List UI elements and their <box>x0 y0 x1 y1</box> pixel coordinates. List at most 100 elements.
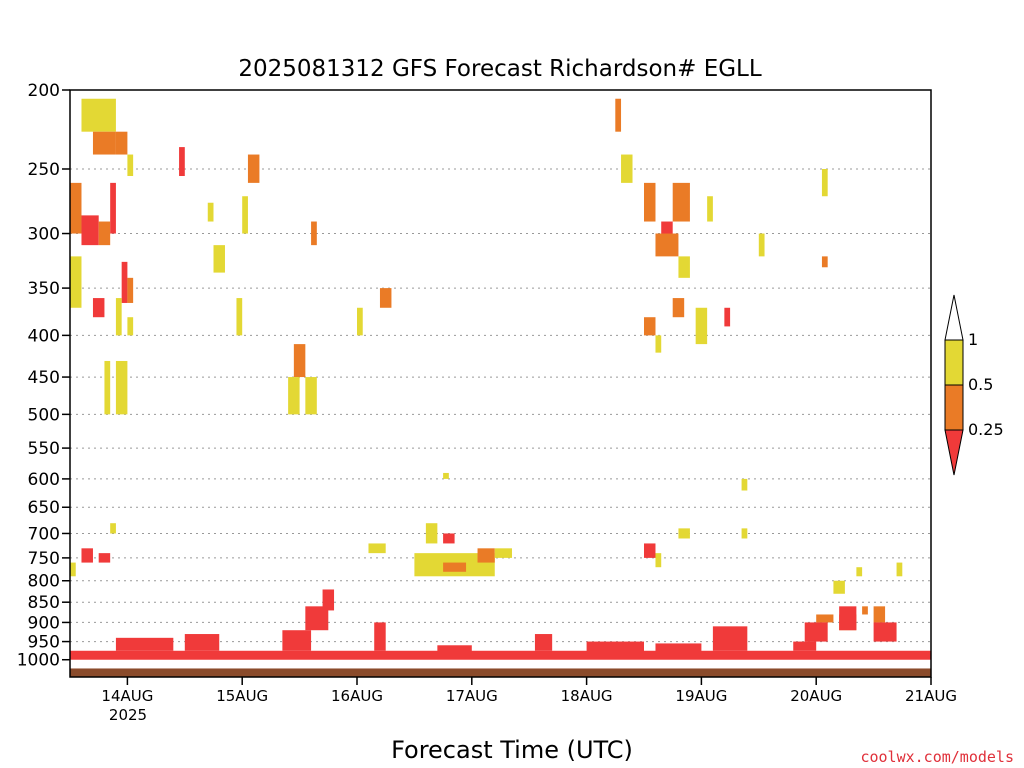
y-tick-label-450: 450 <box>28 368 60 388</box>
ri-cell-54 <box>70 562 76 577</box>
credit-text[interactable]: coolwx.com/models <box>860 748 1014 766</box>
ri-cell-12 <box>115 298 122 336</box>
ri-cell-14 <box>104 360 111 415</box>
x-axis-label: Forecast Time (UTC) <box>391 736 633 764</box>
ri-cell-72 <box>305 606 329 631</box>
ri-cell-22 <box>293 344 306 378</box>
y-axis: 200 250 300 350 400 450 500 550 600 650 700 750 8008… <box>17 81 70 671</box>
ri-cell-35 <box>707 196 713 222</box>
ri-cell-56 <box>644 543 656 558</box>
colorbar-band-yellow <box>944 339 964 386</box>
x-tick-label-14AUG: 14AUG <box>101 687 153 705</box>
y-tick-label-850: 850 <box>28 593 60 613</box>
ri-cell-19 <box>247 154 260 183</box>
ri-cell-26 <box>379 288 392 308</box>
ri-cell-15 <box>115 360 128 415</box>
ground-band <box>70 668 931 677</box>
ri-cell-27 <box>357 307 363 336</box>
ri-cell-62 <box>833 580 845 594</box>
ri-cell-24 <box>305 377 317 415</box>
x-tick-label-19AUG: 19AUG <box>675 687 727 705</box>
ri-cell-42 <box>821 256 828 268</box>
ri-cell-5 <box>81 215 99 246</box>
ground-rect <box>70 668 931 677</box>
y-tick-label-300: 300 <box>28 225 60 245</box>
y-tick-label-600: 600 <box>28 470 60 490</box>
ri-cell-57 <box>655 553 662 568</box>
ri-cell-73 <box>322 589 335 611</box>
ri-cell-40 <box>644 317 656 336</box>
ri-cell-21 <box>236 298 243 336</box>
ri-cell-6 <box>98 221 111 246</box>
ri-cell-46 <box>368 543 386 554</box>
ri-cell-52 <box>81 548 93 563</box>
ri-cell-39 <box>655 335 662 353</box>
x-tick-label-18AUG: 18AUG <box>561 687 613 705</box>
ri-cell-79 <box>712 626 748 651</box>
ri-cell-2 <box>115 131 128 155</box>
plot-frame <box>69 89 932 678</box>
ri-cell-25 <box>311 221 317 246</box>
ri-cell-9 <box>127 277 134 303</box>
ri-cell-32 <box>672 182 690 222</box>
ri-cell-48 <box>443 562 467 572</box>
grid-lines <box>70 168 931 643</box>
colorbar-label-2: 0.25 <box>968 420 1004 439</box>
x-tick-label-21AUG: 21AUG <box>905 687 957 705</box>
y-tick-label-400: 400 <box>28 326 60 346</box>
ri-cell-76 <box>534 634 553 651</box>
ri-cell-34 <box>678 256 690 278</box>
ri-cell-69 <box>115 637 174 651</box>
ri-cell-71 <box>282 630 312 651</box>
x-tick-label-15AUG: 15AUG <box>216 687 268 705</box>
ri-cell-44 <box>443 472 449 479</box>
ri-cell-63 <box>862 606 868 615</box>
y-tick-label-550: 550 <box>28 439 60 459</box>
ri-cell-36 <box>672 298 685 318</box>
ri-cell-75 <box>437 645 472 655</box>
ri-cells <box>70 98 931 660</box>
y-tick-label-350: 350 <box>28 279 60 299</box>
ri-cell-10 <box>70 256 82 308</box>
ri-cell-64 <box>873 606 886 623</box>
ri-cell-41 <box>758 233 765 257</box>
ri-cell-20 <box>242 196 248 234</box>
ri-cell-70 <box>184 634 220 651</box>
x-tick-year: 2025 <box>109 706 147 724</box>
chart-title: 2025081312 GFS Forecast Richardson# EGLL <box>238 56 762 82</box>
ri-cell-49 <box>443 533 455 544</box>
colorbar-band-orange <box>944 384 964 431</box>
ri-cell-29 <box>621 154 633 183</box>
ri-cell-78 <box>655 643 702 657</box>
ri-cell-23 <box>288 377 300 415</box>
ri-cell-68 <box>70 650 931 660</box>
colorbar-bottom-arrow <box>944 429 964 476</box>
ri-cell-55 <box>110 523 116 534</box>
ri-cell-3 <box>127 154 134 177</box>
ri-cell-59 <box>741 478 748 491</box>
ri-cell-58 <box>678 528 690 539</box>
ri-cell-74 <box>374 622 386 651</box>
ri-cell-0 <box>81 98 116 132</box>
y-tick-label-700: 700 <box>28 524 60 544</box>
ri-cell-31 <box>661 221 673 246</box>
y-tick-label-1000: 1000 <box>17 651 60 671</box>
y-tick-label-950: 950 <box>28 633 60 653</box>
ri-cell-28 <box>615 98 622 132</box>
ri-cell-60 <box>741 528 748 539</box>
ri-cell-81 <box>804 622 828 642</box>
ri-cell-7 <box>110 182 116 234</box>
ri-cell-4 <box>70 182 82 234</box>
ri-cell-43 <box>821 168 828 197</box>
ri-cell-37 <box>724 307 731 327</box>
y-tick-label-900: 900 <box>28 613 60 633</box>
ri-cell-33 <box>655 233 679 257</box>
ri-cell-50 <box>477 548 495 563</box>
ri-cell-17 <box>207 202 214 222</box>
ri-cell-11 <box>92 298 105 318</box>
y-tick-label-750: 750 <box>28 549 60 569</box>
ri-cell-61 <box>856 567 863 577</box>
ri-cell-45 <box>425 523 438 544</box>
ri-cell-53 <box>98 553 111 563</box>
ri-cell-83 <box>873 622 897 642</box>
